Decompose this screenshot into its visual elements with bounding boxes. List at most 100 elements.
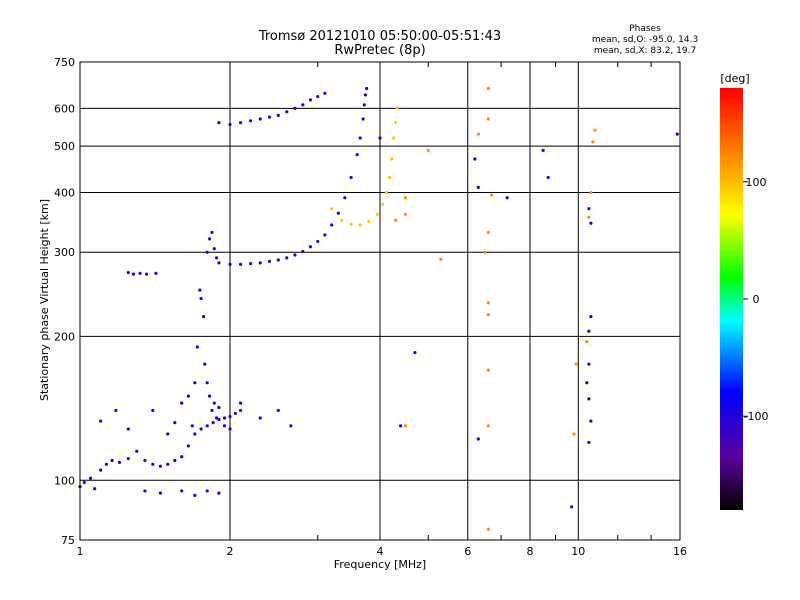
data-point — [276, 258, 280, 262]
data-point — [483, 250, 487, 254]
data-point — [285, 110, 289, 114]
data-point — [193, 381, 197, 385]
data-point — [222, 424, 227, 428]
y-tick-label: 300 — [54, 246, 75, 259]
data-point — [207, 237, 212, 241]
data-point — [403, 196, 408, 200]
data-point — [293, 106, 297, 110]
data-point — [486, 86, 490, 91]
data-point — [363, 93, 368, 97]
data-point — [276, 113, 280, 117]
data-point — [301, 249, 305, 254]
data-point — [349, 175, 353, 180]
data-point — [365, 86, 369, 91]
axis-ticks: 1 2 4 6 8 10 16 75 100 200 300 400 500 600 750 — [54, 56, 687, 558]
data-point — [143, 458, 147, 463]
data-point — [126, 457, 130, 461]
data-point — [199, 427, 203, 431]
x-tick-label: 16 — [673, 545, 687, 558]
data-point — [193, 432, 197, 436]
data-point — [362, 103, 366, 107]
data-point — [228, 414, 232, 419]
data-point — [215, 416, 219, 420]
data-point — [151, 408, 155, 413]
data-point — [585, 340, 589, 344]
data-point — [126, 270, 130, 275]
data-point — [476, 132, 480, 136]
y-tick-label: 100 — [54, 474, 75, 487]
data-point — [572, 432, 576, 436]
data-point — [233, 411, 237, 416]
data-point — [340, 218, 344, 222]
data-point — [203, 362, 207, 366]
chart-title: Tromsø 20121010 05:50:00-05:51:43 — [258, 29, 501, 44]
data-point — [144, 272, 149, 276]
data-point — [323, 233, 327, 237]
data-point — [166, 432, 170, 436]
x-tick-label: 1 — [77, 545, 84, 558]
x-tick-label: 10 — [571, 545, 585, 558]
data-point — [587, 207, 591, 211]
data-point — [593, 128, 597, 132]
data-point — [490, 193, 494, 197]
data-point — [486, 117, 490, 121]
data-point — [585, 381, 589, 385]
data-point — [439, 257, 443, 261]
data-point — [180, 401, 184, 405]
data-point — [249, 261, 253, 266]
data-point — [323, 91, 327, 95]
data-point — [358, 136, 362, 140]
data-point — [258, 416, 262, 420]
data-point — [93, 487, 97, 491]
data-point — [486, 301, 490, 305]
data-point — [349, 222, 353, 227]
data-point — [186, 444, 190, 448]
grid-lines — [80, 62, 680, 540]
data-point — [110, 458, 114, 463]
data-point — [198, 288, 202, 292]
data-point — [276, 408, 280, 413]
data-point — [293, 253, 297, 257]
data-point — [238, 121, 243, 125]
data-point — [205, 424, 209, 428]
data-point — [173, 421, 177, 425]
data-point — [541, 148, 545, 152]
data-point — [228, 262, 232, 266]
data-point — [486, 368, 490, 372]
chart-subtitle: RwPretec (8p) — [334, 43, 425, 58]
data-point — [222, 416, 227, 420]
data-points — [78, 86, 679, 531]
data-point — [587, 397, 591, 401]
data-point — [210, 408, 214, 413]
x-axis-label: Frequency [MHz] — [334, 558, 426, 571]
data-point — [114, 408, 118, 413]
data-point — [207, 394, 212, 398]
data-point — [675, 132, 679, 136]
y-tick-label: 750 — [54, 56, 75, 69]
data-point — [381, 202, 385, 206]
data-point — [589, 190, 593, 195]
data-point — [316, 94, 320, 99]
data-point — [394, 121, 398, 125]
data-point — [217, 491, 221, 495]
data-point — [476, 185, 480, 189]
data-point — [308, 245, 313, 249]
data-point — [228, 122, 232, 127]
data-point — [135, 449, 139, 453]
data-point — [238, 408, 243, 413]
data-point — [217, 261, 221, 265]
data-point — [285, 256, 289, 260]
data-point — [173, 458, 177, 463]
data-point — [395, 106, 399, 110]
x-tick-label: 2 — [227, 545, 234, 558]
data-point — [238, 401, 243, 405]
data-point — [217, 417, 221, 422]
data-point — [375, 212, 379, 216]
data-point — [384, 190, 388, 195]
data-point — [570, 505, 574, 509]
data-point — [199, 296, 203, 301]
y-tick-label: 400 — [54, 186, 75, 199]
colorbar-tick-label: -100 — [744, 410, 769, 423]
colorbar — [720, 88, 743, 510]
